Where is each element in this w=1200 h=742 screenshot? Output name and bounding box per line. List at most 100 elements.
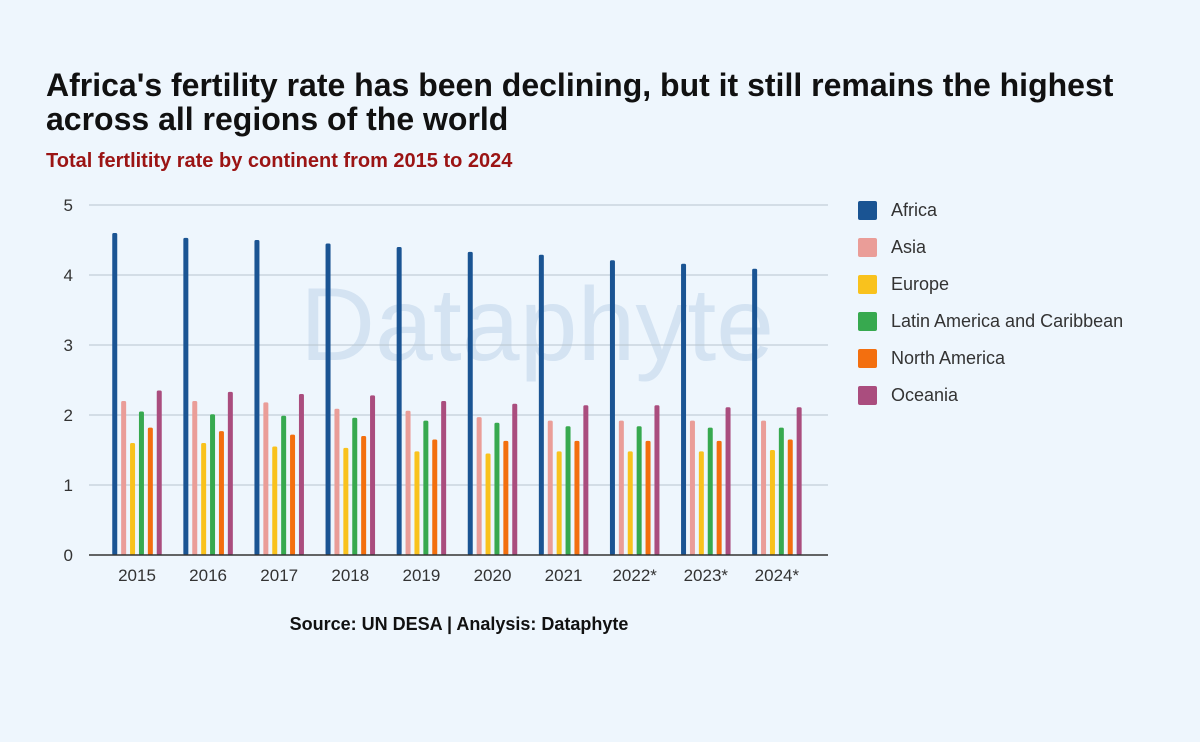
bar-oceania-2017 [298, 394, 304, 555]
bar-north-america-2020 [503, 440, 509, 555]
y-axis-ticks: 0 1 2 3 4 5 [64, 196, 73, 565]
x-tick-label: 2024* [755, 566, 800, 585]
bar-africa-2015 [112, 233, 118, 555]
bar-latin-america-and-caribbean-2019 [423, 420, 429, 555]
legend-item: Africa [858, 192, 1123, 229]
bar-latin-america-and-caribbean-2022 [636, 426, 642, 555]
legend-item: North America [858, 340, 1123, 377]
bar-latin-america-and-caribbean-2017 [281, 415, 287, 555]
y-tick-label: 1 [64, 476, 73, 495]
x-tick-label: 2020 [474, 566, 512, 585]
bar-africa-2016 [183, 237, 189, 555]
bars [112, 233, 802, 555]
bar-africa-2022 [609, 260, 615, 555]
legend-swatch [858, 312, 877, 331]
bar-oceania-2023 [725, 407, 731, 555]
x-tick-label: 2023* [684, 566, 729, 585]
bar-asia-2020 [476, 417, 482, 555]
bar-europe-2017 [272, 446, 278, 555]
bar-asia-2016 [192, 401, 198, 555]
bar-europe-2015 [130, 443, 136, 555]
x-axis-ticks: 2015 2016 2017 2018 2019 2020 2021 2022* 2023* 20… [118, 566, 799, 585]
y-tick-label: 0 [64, 546, 73, 565]
bar-europe-2016 [201, 443, 207, 555]
bar-oceania-2015 [156, 390, 162, 555]
bar-north-america-2022 [645, 440, 651, 555]
legend-label: Europe [891, 274, 950, 294]
legend: Africa Asia Europe Latin America and Caribb… [858, 192, 1123, 414]
bar-africa-2023 [681, 263, 687, 555]
x-tick-label: 2022* [612, 566, 657, 585]
legend-swatch [858, 349, 877, 368]
bar-latin-america-and-caribbean-2020 [494, 422, 500, 555]
bar-oceania-2019 [441, 401, 447, 555]
bar-europe-2024 [769, 450, 775, 555]
bar-latin-america-and-caribbean-2021 [565, 426, 571, 555]
bar-oceania-2020 [512, 403, 518, 555]
legend-item: Europe [858, 266, 1123, 303]
bar-latin-america-and-caribbean-2015 [138, 411, 144, 555]
bar-asia-2015 [121, 401, 127, 555]
x-tick-label: 2015 [118, 566, 156, 585]
legend-label: Africa [891, 200, 938, 220]
bar-oceania-2016 [227, 391, 233, 555]
bar-africa-2021 [538, 254, 544, 555]
legend-item: Oceania [858, 377, 1123, 414]
bar-europe-2023 [698, 451, 704, 555]
legend-swatch [858, 238, 877, 257]
bar-latin-america-and-caribbean-2018 [352, 417, 358, 555]
bar-north-america-2015 [147, 427, 153, 555]
watermark-text: Dataphyte [300, 267, 774, 383]
legend-swatch [858, 386, 877, 405]
bar-north-america-2017 [290, 434, 296, 555]
x-tick-label: 2016 [189, 566, 227, 585]
bar-oceania-2022 [654, 405, 660, 555]
bar-asia-2021 [547, 420, 553, 555]
legend-label: Latin America and Caribbean [891, 311, 1124, 331]
bar-north-america-2021 [574, 440, 580, 555]
bar-oceania-2018 [370, 395, 376, 555]
bar-europe-2022 [627, 451, 633, 555]
bar-latin-america-and-caribbean-2024 [778, 427, 784, 555]
legend-swatch [858, 275, 877, 294]
bar-africa-2017 [254, 240, 260, 555]
bar-north-america-2024 [787, 439, 793, 555]
x-tick-label: 2018 [331, 566, 369, 585]
legend-label: Asia [891, 237, 927, 257]
bar-europe-2019 [414, 451, 420, 555]
bar-asia-2017 [263, 402, 269, 555]
bar-europe-2018 [343, 447, 349, 555]
bar-north-america-2019 [432, 439, 438, 555]
legend-label: North America [891, 348, 1006, 368]
bar-north-america-2023 [716, 440, 722, 555]
chart-subtitle: Total fertlitity rate by continent from … [46, 150, 513, 172]
bar-asia-2023 [689, 420, 695, 555]
legend-item: Asia [858, 229, 1123, 266]
bar-latin-america-and-caribbean-2016 [210, 414, 216, 555]
bar-europe-2020 [485, 453, 491, 555]
source-note: Source: UN DESA | Analysis: Dataphyte [289, 614, 629, 634]
y-tick-label: 4 [64, 266, 73, 285]
y-tick-label: 3 [64, 336, 73, 355]
bar-asia-2022 [618, 420, 624, 555]
bar-north-america-2016 [218, 431, 224, 555]
bar-oceania-2024 [796, 407, 802, 555]
bar-latin-america-and-caribbean-2023 [707, 427, 713, 555]
bar-africa-2020 [467, 251, 473, 555]
legend-swatch [858, 201, 877, 220]
x-tick-label: 2017 [260, 566, 298, 585]
legend-label: Oceania [891, 385, 959, 405]
x-tick-label: 2019 [402, 566, 440, 585]
y-tick-label: 2 [64, 406, 73, 425]
bar-africa-2018 [325, 243, 331, 555]
x-tick-label: 2021 [545, 566, 583, 585]
bar-asia-2018 [334, 408, 340, 555]
legend-item: Latin America and Caribbean [858, 303, 1123, 340]
y-tick-label: 5 [64, 196, 73, 215]
bar-asia-2024 [761, 420, 767, 555]
bar-north-america-2018 [361, 436, 367, 555]
bar-oceania-2021 [583, 405, 589, 555]
bar-europe-2021 [556, 451, 562, 555]
chart-title: Africa's fertility rate has been declini… [46, 67, 1114, 137]
